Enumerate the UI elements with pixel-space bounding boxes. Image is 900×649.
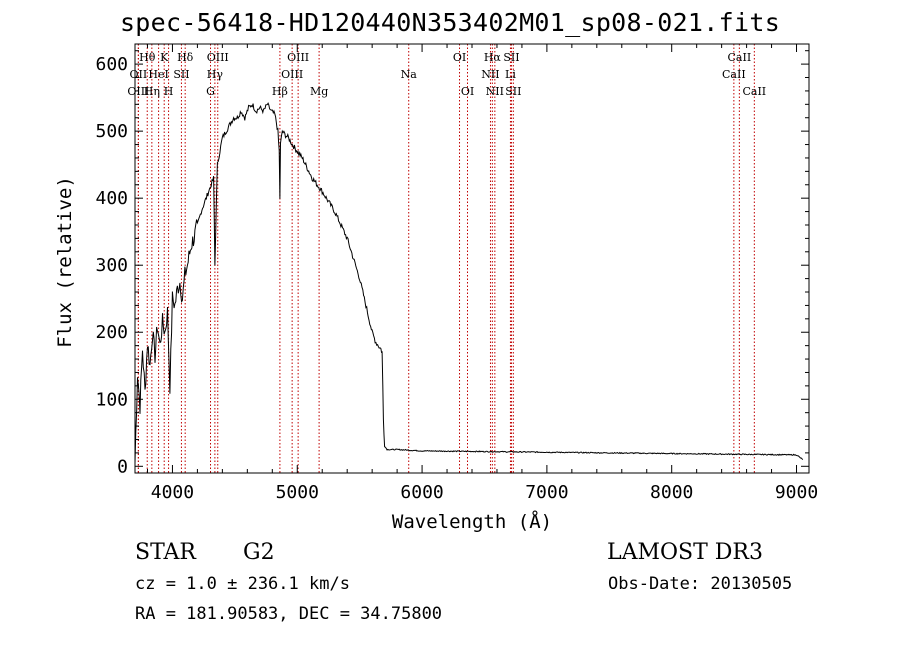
object-subclass: G2 <box>243 540 275 565</box>
line-label-3: HeI <box>148 68 168 81</box>
spectrum-series <box>134 102 804 464</box>
line-label-25: CaII <box>728 51 752 64</box>
line-label-19: Hα <box>484 51 502 64</box>
line-label-14: Hβ <box>272 85 288 98</box>
line-label-4: Hη <box>144 85 160 98</box>
line-label-7: H <box>164 85 174 98</box>
x-axis-label: Wavelength (Å) <box>392 510 552 533</box>
ra-dec: RA = 181.90583, DEC = 34.75800 <box>135 604 443 624</box>
line-label-6: SII <box>173 68 189 81</box>
line-label-26: CaII <box>722 68 746 81</box>
line-label-9: OIII <box>207 51 229 64</box>
x-tick-label-4: 8000 <box>650 482 693 503</box>
line-label-17: OI <box>453 51 466 64</box>
line-labels: Hθ OII OIII HeI Hη K SII H Hδ OIII Hγ G OIII OIII Hβ Mg… <box>127 51 766 98</box>
x-tick-label-0: 4000 <box>151 482 194 503</box>
line-label-5: K <box>160 51 169 64</box>
line-label-0: Hθ <box>139 51 156 64</box>
spectral-line-markers <box>137 44 755 473</box>
line-label-24: SII <box>505 85 521 98</box>
line-label-10: Hγ <box>207 68 224 81</box>
line-label-18: OI <box>461 85 474 98</box>
line-label-8: Hδ <box>177 51 194 64</box>
y-axis-label: Flux (relative) <box>54 176 76 348</box>
line-label-12: OIII <box>287 51 309 64</box>
y-tick-label-6: 600 <box>95 54 128 75</box>
y-tick-label-0: 0 <box>117 456 128 477</box>
observation-date: Obs-Date: 20130505 <box>608 574 793 594</box>
redshift-cz: cz = 1.0 ± 236.1 km/s <box>135 574 350 594</box>
y-tick-label-2: 200 <box>95 322 128 343</box>
y-tick-label-1: 100 <box>95 389 128 410</box>
survey-name: LAMOST DR3 <box>607 540 763 565</box>
spectrum-line <box>134 102 804 464</box>
y-tick-label-5: 500 <box>95 121 128 142</box>
axis-ticks: 4000 5000 6000 7000 8000 9000 0 100 200 300 400 500… <box>95 44 818 503</box>
line-label-2: OIII <box>127 85 149 98</box>
x-tick-label-3: 7000 <box>525 482 568 503</box>
x-tick-label-1: 5000 <box>276 482 319 503</box>
line-label-15: Mg <box>310 85 328 98</box>
line-label-27: CaII <box>742 85 766 98</box>
y-tick-label-4: 400 <box>95 188 128 209</box>
chart-title: spec-56418-HD120440N353402M01_sp08-021.f… <box>119 8 781 37</box>
object-class: STAR <box>135 540 196 565</box>
line-label-20: NII <box>481 68 499 81</box>
x-tick-label-2: 6000 <box>400 482 443 503</box>
line-label-1: OII <box>130 68 148 81</box>
line-label-23: Li <box>505 68 516 81</box>
y-tick-label-3: 300 <box>95 255 128 276</box>
x-tick-label-5: 9000 <box>775 482 818 503</box>
line-label-22: SII <box>503 51 519 64</box>
line-label-13: OIII <box>281 68 303 81</box>
plot-frame <box>134 43 810 474</box>
line-label-16: Na <box>401 68 418 81</box>
line-label-21: NII <box>486 85 504 98</box>
line-label-11: G <box>206 85 215 98</box>
